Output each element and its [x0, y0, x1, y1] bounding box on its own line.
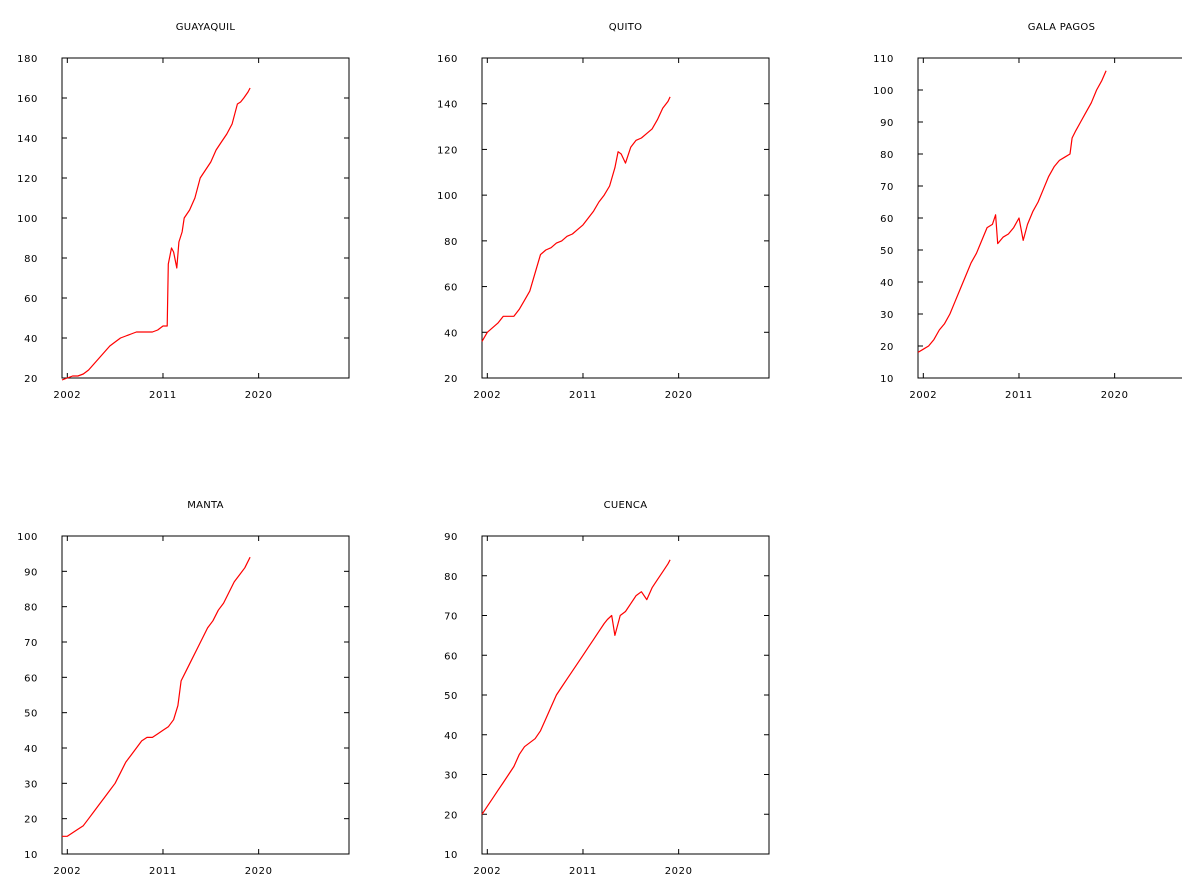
x-tick-label: 2020 [665, 390, 693, 401]
y-tick-label: 160 [437, 54, 458, 65]
y-tick-label: 60 [24, 294, 38, 305]
y-tick-label: 110 [873, 54, 894, 65]
y-tick-label: 30 [24, 779, 38, 790]
y-tick-label: 80 [24, 603, 38, 614]
y-tick-label: 10 [880, 374, 894, 385]
plot-frame [917, 57, 1182, 379]
y-tick-label: 80 [444, 237, 458, 248]
chart-panel-4: CUENCA 10 20 30 40 50 60 70 80 90 2002 2011 2020 [444, 500, 770, 877]
chart-title: MANTA [187, 500, 224, 511]
series-line [481, 96, 671, 342]
y-tick-label: 10 [444, 850, 458, 861]
y-tick-label: 100 [17, 532, 38, 543]
y-tick-label: 50 [24, 709, 38, 720]
y-tick-label: 120 [437, 145, 458, 156]
series-line [917, 70, 1107, 353]
y-tick-label: 20 [444, 374, 458, 385]
chart-title: GALA PAGOS [1028, 22, 1095, 33]
y-tick-label: 60 [444, 283, 458, 294]
y-tick-label: 40 [444, 328, 458, 339]
chart-title: QUITO [609, 22, 643, 33]
y-tick-label: 100 [437, 191, 458, 202]
chart-title: GUAYAQUIL [176, 22, 236, 33]
y-tick-label: 50 [444, 691, 458, 702]
y-tick-label: 70 [880, 182, 894, 193]
plot-frame [481, 57, 770, 379]
y-tick-label: 60 [880, 214, 894, 225]
y-tick-label: 10 [24, 850, 38, 861]
y-tick-label: 90 [444, 532, 458, 543]
y-tick-label: 60 [24, 673, 38, 684]
x-tick-label: 2011 [149, 866, 177, 877]
x-tick-label: 2020 [245, 866, 273, 877]
chart-panel-2: GALA PAGOS 10 20 30 40 50 60 70 80 90 100 110 2002 20… [873, 22, 1182, 401]
x-tick-label: 2002 [53, 390, 81, 401]
plot-frame [61, 535, 350, 855]
y-tick-label: 140 [437, 100, 458, 111]
y-tick-label: 180 [17, 54, 38, 65]
y-tick-label: 80 [880, 150, 894, 161]
x-tick-label: 2011 [149, 390, 177, 401]
x-tick-label: 2020 [665, 866, 693, 877]
x-tick-label: 2020 [1101, 390, 1129, 401]
y-tick-label: 40 [24, 334, 38, 345]
series-line [62, 556, 251, 837]
y-tick-label: 40 [444, 731, 458, 742]
y-tick-label: 80 [444, 572, 458, 583]
chart-panel-1: QUITO 20 40 60 80 100 120 140 160 2002 2011 2020 [437, 22, 770, 401]
y-tick-label: 70 [444, 612, 458, 623]
y-tick-label: 60 [444, 651, 458, 662]
y-tick-label: 100 [873, 86, 894, 97]
x-tick-label: 2002 [53, 866, 81, 877]
y-tick-label: 90 [24, 567, 38, 578]
series-line [61, 87, 251, 381]
y-tick-label: 40 [24, 744, 38, 755]
x-tick-label: 2002 [473, 866, 501, 877]
y-tick-label: 90 [880, 118, 894, 129]
x-tick-label: 2011 [569, 390, 597, 401]
series-line [481, 559, 671, 815]
y-tick-label: 140 [17, 134, 38, 145]
plot-frame [61, 57, 350, 379]
y-tick-label: 80 [24, 254, 38, 265]
x-tick-label: 2011 [569, 866, 597, 877]
chart-panel-3: MANTA 10 20 30 40 50 60 70 80 90 100 2002 2011 2020 [17, 500, 350, 877]
y-tick-label: 40 [880, 278, 894, 289]
x-tick-label: 2002 [909, 390, 937, 401]
y-tick-label: 100 [17, 214, 38, 225]
y-tick-label: 50 [880, 246, 894, 257]
y-tick-label: 30 [880, 310, 894, 321]
x-tick-label: 2020 [245, 390, 273, 401]
y-tick-label: 20 [24, 374, 38, 385]
y-tick-label: 70 [24, 638, 38, 649]
y-tick-label: 160 [17, 94, 38, 105]
plot-frame [481, 535, 770, 855]
chart-panel-0: GUAYAQUIL 20 40 60 80 100 120 140 160 180 2002 2011… [17, 22, 350, 401]
y-tick-label: 120 [17, 174, 38, 185]
x-tick-label: 2011 [1005, 390, 1033, 401]
y-tick-label: 20 [24, 815, 38, 826]
y-tick-label: 20 [880, 342, 894, 353]
y-tick-label: 30 [444, 771, 458, 782]
chart-title: CUENCA [604, 500, 648, 511]
x-tick-label: 2002 [473, 390, 501, 401]
y-tick-label: 20 [444, 810, 458, 821]
